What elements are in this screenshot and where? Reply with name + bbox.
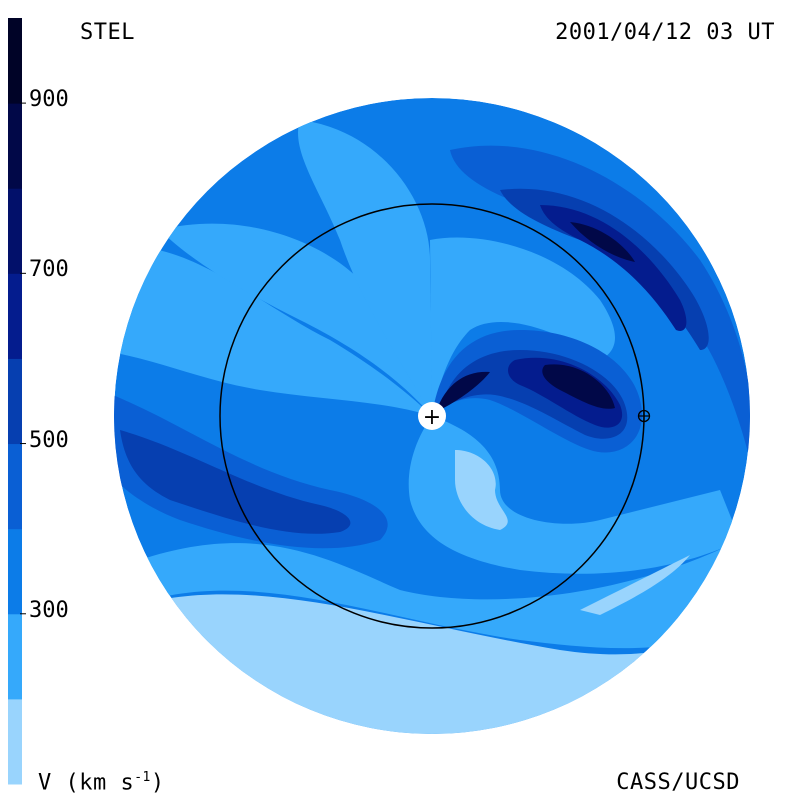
colorbar-tick-label-900: 900 [29, 87, 69, 113]
slow-wind-region-northeast [430, 237, 615, 416]
colorbar-tick-label-700: 700 [29, 257, 69, 283]
slow-wind-band-south [120, 540, 750, 649]
colorbar-level-300 [8, 528, 22, 615]
colorbar-level-900 [8, 18, 22, 104]
slow-streak-southeast [580, 555, 690, 615]
fast-wind-arc-peak [570, 222, 635, 262]
credit-label: CASS/UCSD [616, 770, 740, 795]
fast-stream-inner [508, 357, 623, 428]
slow-wind-region-west [114, 246, 432, 416]
sun-marker [418, 402, 446, 430]
timestamp-label: 2001/04/12 03 UT [555, 20, 775, 45]
fast-stream-root [436, 371, 490, 412]
velocity-unit-label: V (km s-1) [38, 770, 165, 796]
colorbar-level-200 [8, 613, 22, 700]
fast-wind-arc-core-outer [500, 188, 709, 350]
slow-wind-region-south [408, 416, 740, 574]
colorbar-tick-label-300: 300 [29, 597, 69, 623]
spacecraft-label: STEL [80, 20, 135, 45]
fast-wind-arc-core-inner [540, 205, 687, 331]
colorbar-level-500 [8, 358, 22, 445]
colorbar-level-700 [8, 188, 22, 274]
velocity-colorbar [8, 18, 26, 785]
slowest-wind-patch-south [455, 450, 508, 530]
fast-wind-core-west [120, 430, 351, 534]
colorbar-tick-label-500: 500 [29, 427, 69, 453]
slow-wind-region-northwest [160, 223, 432, 416]
colorbar-level-100 [8, 698, 22, 785]
colorbar-level-400 [8, 443, 22, 530]
slow-wind-region-north [298, 120, 433, 416]
earth-marker [637, 409, 651, 423]
fast-stream-peak [542, 364, 615, 409]
sun-symbol: + [423, 405, 441, 430]
colorbar-level-600 [8, 273, 22, 359]
colorbar-level-800 [8, 103, 22, 189]
